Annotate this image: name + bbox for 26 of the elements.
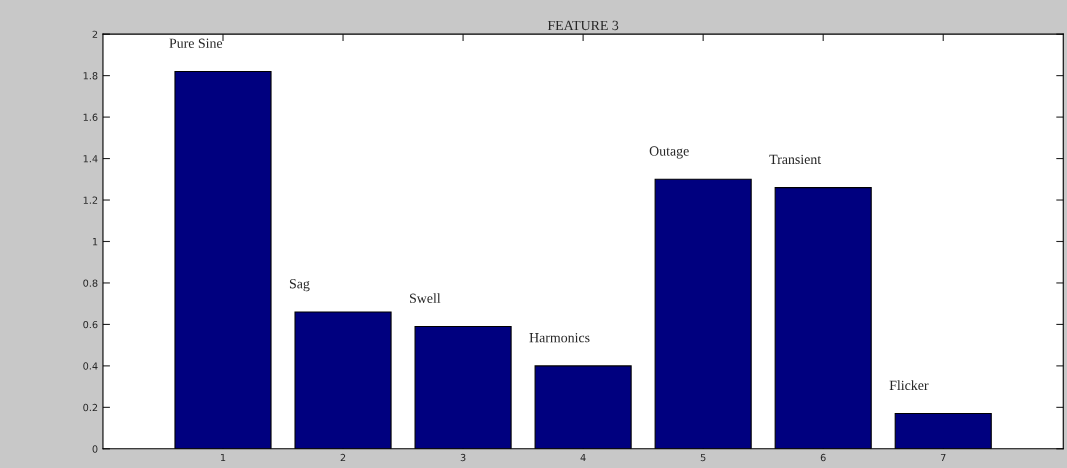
y-tick-label: 0.2 — [83, 403, 98, 412]
annotation: Outage — [649, 146, 689, 159]
x-tick-label: 4 — [580, 453, 586, 462]
annotation: Pure Sine — [169, 38, 223, 48]
x-tick-label: 3 — [460, 453, 466, 462]
y-tick-label: 0.6 — [83, 320, 98, 329]
y-tick-label: 1.2 — [83, 196, 98, 204]
y-tick-label: 0.4 — [83, 362, 98, 370]
y-tick-label: 2 — [92, 30, 98, 38]
y-tick-label: 1.4 — [83, 155, 98, 163]
y-tick-label: 0 — [92, 445, 98, 453]
chart-title: FEATURE 3 — [547, 20, 619, 31]
y-tick-label: 1.6 — [83, 113, 98, 121]
y-tick-label: 0.8 — [83, 279, 98, 287]
x-tick-label: 2 — [340, 453, 346, 462]
y-tick-label: 1.8 — [83, 72, 98, 80]
annotation: Transient — [769, 154, 822, 165]
annotation: Harmonics — [529, 333, 590, 343]
x-tick-label: 6 — [820, 453, 826, 462]
x-tick-label: 5 — [700, 453, 706, 462]
annotation: Flicker — [889, 380, 929, 391]
annotation: Swell — [409, 293, 441, 303]
x-tick-label: 7 — [940, 453, 946, 462]
y-tick-label: 1 — [92, 238, 98, 246]
annotation: Sag — [289, 279, 310, 292]
x-tick-label: 1 — [220, 453, 226, 462]
